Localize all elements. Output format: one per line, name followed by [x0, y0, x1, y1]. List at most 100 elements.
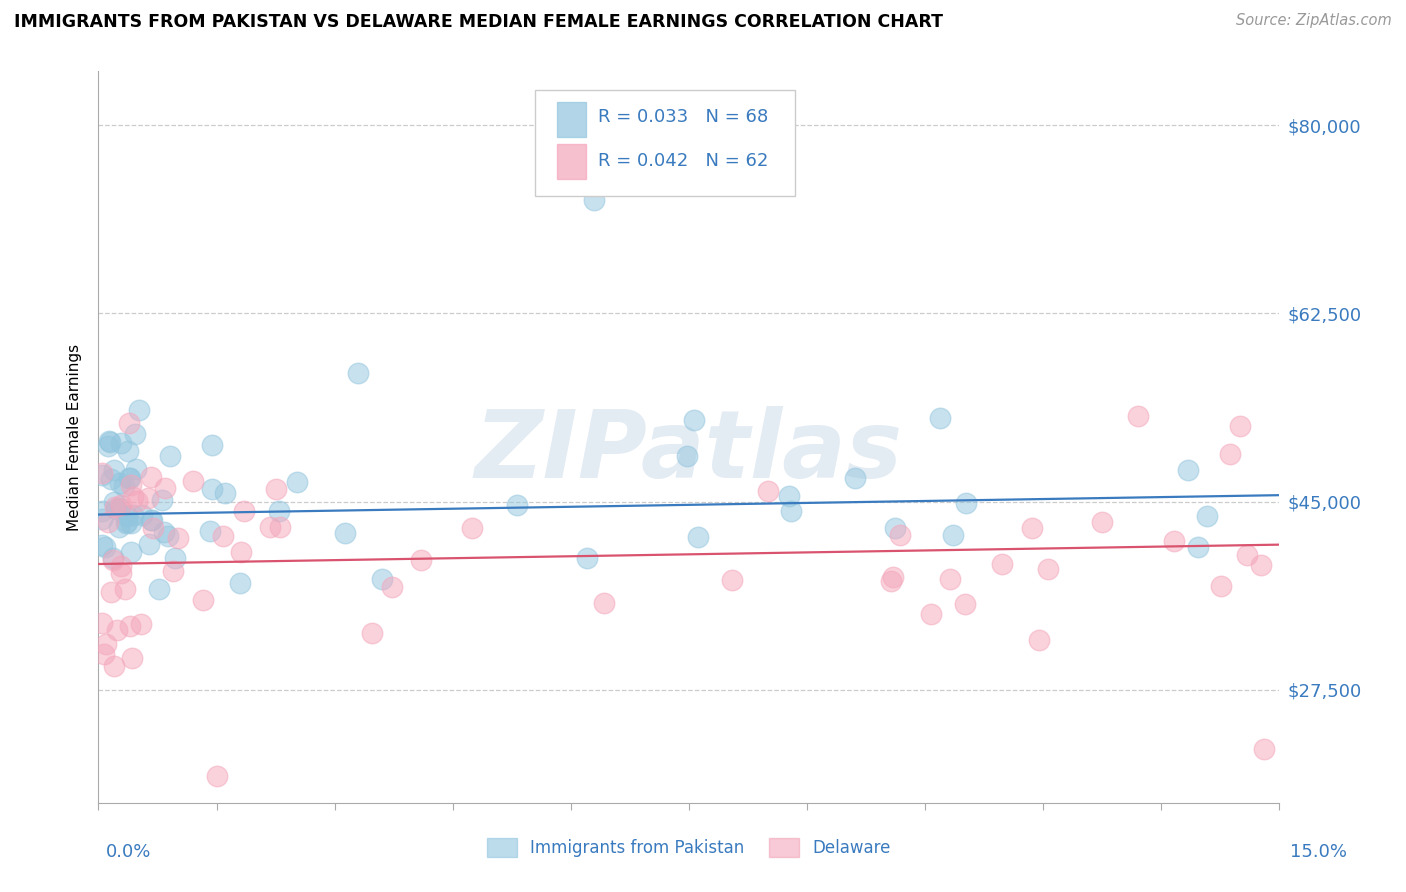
Point [128, 402, 150, 417]
Point [1091, 515, 1114, 529]
Point [360, 626, 382, 640]
Point [1250, 558, 1272, 572]
Point [103, 551, 125, 566]
Point [115, 509, 138, 524]
Point [1211, 578, 1233, 592]
Point [1028, 632, 1050, 647]
Point [201, 482, 224, 496]
Point [110, 559, 132, 574]
Point [150, 493, 173, 508]
Point [269, 520, 291, 534]
Point [91, 468, 114, 483]
Point [162, 564, 184, 578]
Point [104, 500, 127, 514]
Legend: Immigrants from Pakistan, Delaware: Immigrants from Pakistan, Delaware [479, 831, 898, 864]
Point [381, 580, 404, 594]
Point [955, 495, 977, 509]
Point [122, 508, 145, 523]
Point [506, 499, 529, 513]
Point [165, 550, 187, 565]
Point [118, 416, 141, 430]
Point [120, 471, 142, 485]
Point [110, 476, 132, 491]
Point [461, 521, 484, 535]
Point [880, 574, 903, 588]
Text: IMMIGRANTS FROM PAKISTAN VS DELAWARE MEDIAN FEMALE EARNINGS CORRELATION CHART: IMMIGRANTS FROM PAKISTAN VS DELAWARE MED… [14, 13, 943, 31]
Point [166, 531, 188, 545]
Point [1177, 463, 1199, 477]
Point [1236, 548, 1258, 562]
Point [335, 526, 357, 541]
Point [201, 438, 224, 452]
Point [108, 500, 131, 515]
Point [942, 528, 965, 542]
Point [576, 550, 599, 565]
Point [103, 462, 125, 476]
Point [212, 529, 235, 543]
Point [153, 525, 176, 540]
Point [1219, 447, 1241, 461]
Point [110, 566, 132, 580]
Point [138, 537, 160, 551]
Point [623, 161, 645, 176]
Point [98, 435, 121, 450]
Point [259, 520, 281, 534]
Point [583, 194, 606, 208]
Point [882, 570, 904, 584]
Point [721, 574, 744, 588]
Point [229, 545, 252, 559]
Point [544, 150, 567, 164]
Text: R = 0.033   N = 68: R = 0.033 N = 68 [598, 109, 768, 127]
Point [131, 508, 153, 523]
Point [121, 490, 143, 504]
Point [953, 598, 976, 612]
Point [97, 439, 120, 453]
Point [139, 470, 162, 484]
Point [124, 426, 146, 441]
Point [1126, 409, 1149, 423]
Point [1229, 419, 1251, 434]
Point [1021, 521, 1043, 535]
Point [229, 576, 252, 591]
Point [205, 769, 228, 783]
Point [101, 553, 124, 567]
Point [93, 648, 115, 662]
Point [267, 504, 290, 518]
Point [98, 434, 121, 449]
Point [889, 528, 911, 542]
Point [103, 659, 125, 673]
Point [110, 498, 132, 512]
Point [1036, 562, 1059, 576]
Bar [557, 144, 586, 179]
Point [94, 540, 117, 554]
Point [371, 572, 394, 586]
Point [683, 413, 706, 427]
Point [121, 650, 143, 665]
Point [100, 472, 122, 486]
Point [214, 485, 236, 500]
Text: 0.0%: 0.0% [105, 843, 150, 861]
Point [91, 538, 114, 552]
Point [115, 515, 138, 529]
Text: R = 0.042   N = 62: R = 0.042 N = 62 [598, 152, 768, 169]
Point [929, 411, 952, 425]
Point [688, 530, 710, 544]
Point [1253, 742, 1275, 756]
Point [148, 582, 170, 596]
Point [153, 481, 176, 495]
Point [938, 572, 960, 586]
Point [96, 637, 118, 651]
Point [114, 516, 136, 530]
Point [96, 515, 118, 529]
Point [191, 593, 214, 607]
Text: 15.0%: 15.0% [1289, 843, 1347, 861]
Point [108, 520, 131, 534]
Point [120, 516, 142, 531]
Point [141, 513, 163, 527]
Point [676, 449, 699, 463]
Point [1195, 509, 1218, 524]
Point [200, 524, 222, 539]
Point [105, 623, 128, 637]
Bar [557, 102, 586, 137]
Point [920, 607, 942, 621]
